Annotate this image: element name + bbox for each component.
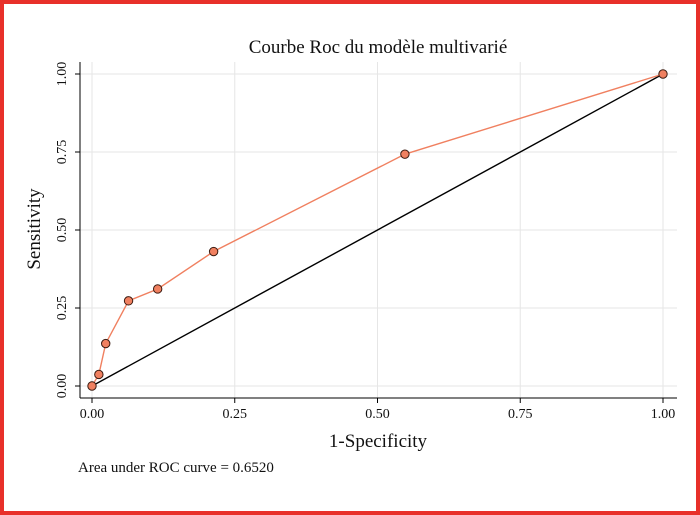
roc-point: [208, 246, 219, 257]
roc-point: [152, 284, 163, 294]
grid-lines: [80, 62, 677, 398]
roc-point: [123, 296, 134, 306]
y-tick-label: 0.25: [55, 296, 70, 321]
x-tick-label: 0.00: [80, 407, 105, 422]
tick-labels: 0.00 0.25 0.50 0.75 1.00 0.00 0.25 0.50 0.75 1.00: [55, 62, 675, 422]
x-axis-label: 1-Specificity: [329, 431, 428, 452]
y-tick-label: 0.50: [55, 218, 70, 243]
y-tick-label: 0.00: [55, 374, 70, 399]
y-tick-label: 1.00: [55, 62, 70, 87]
reference-line-group: [91, 73, 664, 387]
y-axis-label: Sensitivity: [24, 188, 45, 270]
roc-point: [658, 69, 668, 79]
x-tick-label: 0.25: [223, 407, 248, 422]
x-tick-label: 1.00: [651, 407, 676, 422]
series-group: [87, 69, 668, 391]
x-tick-label: 0.75: [508, 407, 533, 422]
roc-curve-line: [91, 73, 664, 387]
roc-point: [400, 149, 410, 159]
roc-point: [94, 369, 104, 380]
roc-point: [87, 381, 97, 391]
roc-point: [101, 338, 111, 349]
chart-title: Courbe Roc du modèle multivarié: [249, 37, 508, 58]
y-tick-label: 0.75: [55, 140, 70, 165]
auc-annotation: Area under ROC curve = 0.6520: [78, 460, 274, 476]
x-tick-label: 0.50: [365, 407, 390, 422]
reference-diagonal-line: [91, 73, 664, 387]
